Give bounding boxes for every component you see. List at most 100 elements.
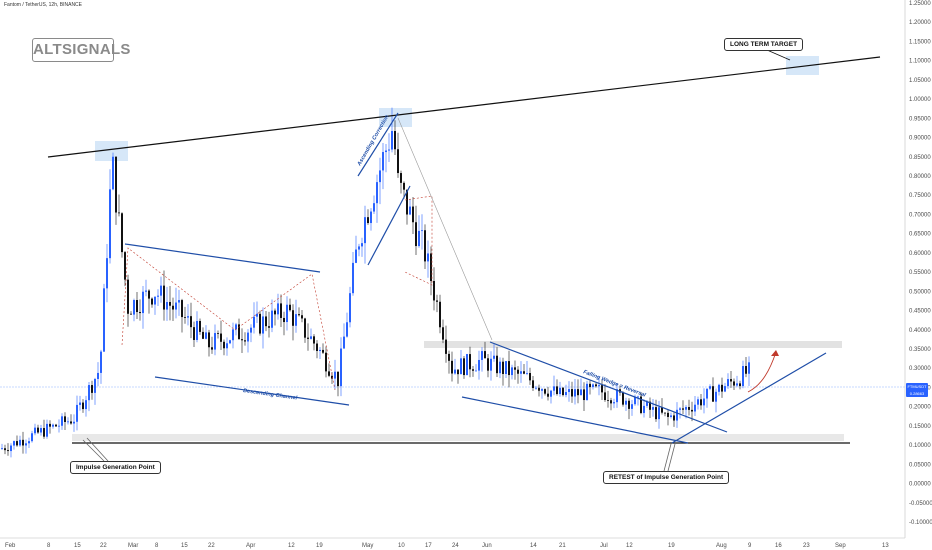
candle-body — [151, 299, 153, 305]
candle-body — [682, 408, 684, 409]
candle-body — [55, 425, 57, 427]
candle-body — [124, 252, 126, 280]
candle-body — [508, 361, 510, 375]
candle-body — [397, 149, 399, 173]
candle-body — [202, 332, 204, 339]
candle-body — [178, 300, 180, 302]
candle-body — [118, 213, 120, 214]
candle-body — [724, 386, 726, 391]
candle-body — [220, 334, 222, 342]
retest-callout-line-2 — [668, 444, 675, 471]
candle-body — [76, 405, 78, 422]
candle-body — [625, 401, 627, 405]
candle-body — [199, 321, 201, 332]
candle-body — [226, 343, 228, 348]
candle-body — [436, 300, 438, 301]
candle-body — [475, 371, 477, 372]
candle-body — [412, 207, 414, 223]
candle-body — [247, 333, 249, 342]
candle-body — [37, 428, 39, 433]
candle-body — [40, 428, 42, 432]
candle-body — [517, 370, 519, 374]
candle-body — [379, 170, 381, 182]
x-tick-label: 15 — [181, 543, 188, 549]
candle-body — [514, 367, 516, 369]
ascending-correction-label: Ascending Correction — [356, 114, 391, 168]
candle-body — [571, 389, 573, 396]
candle-body — [385, 151, 387, 152]
candle-body — [208, 332, 210, 347]
y-tick-label: 0.55000 — [909, 270, 931, 276]
candle-body — [529, 373, 531, 380]
candle-body — [568, 389, 570, 392]
candle-body — [64, 416, 66, 422]
candle-body — [355, 250, 357, 263]
impulse-callout-line — [87, 438, 108, 461]
long-term-resistance-line — [48, 57, 880, 157]
candle-body — [541, 389, 543, 391]
candle-body — [364, 217, 366, 243]
x-tick-label: Sep — [835, 543, 846, 549]
candle-body — [358, 246, 360, 249]
candle-body — [127, 280, 129, 314]
candle-body — [595, 384, 597, 386]
candle-body — [535, 388, 537, 389]
candle-body — [688, 407, 690, 410]
candle-body — [148, 291, 150, 299]
candle-body — [622, 393, 624, 405]
price-tag-symbol: FTMUSDT — [906, 383, 928, 390]
candle-body — [409, 207, 411, 215]
y-tick-label: 0.35000 — [909, 347, 931, 353]
candle-body — [271, 311, 273, 328]
candle-body — [706, 389, 708, 399]
candle-body — [154, 297, 156, 305]
candle-body — [439, 302, 441, 328]
candle-body — [457, 370, 459, 375]
candle-body — [418, 231, 420, 246]
candle-body — [4, 448, 6, 450]
impulse-generation-label: Impulse Generation Point — [70, 461, 161, 474]
x-tick-label: 12 — [288, 543, 295, 549]
candle-body — [391, 131, 393, 150]
x-tick-label: 19 — [668, 543, 675, 549]
candle-body — [31, 433, 33, 441]
candle-body — [493, 356, 495, 359]
candle-body — [280, 303, 282, 318]
x-tick-label: 22 — [100, 543, 107, 549]
y-tick-label: 1.25000 — [909, 1, 931, 7]
candle-body — [58, 426, 60, 427]
candle-body — [742, 366, 744, 386]
candle-body — [739, 383, 741, 386]
x-tick-label: 12 — [626, 543, 633, 549]
candle-body — [7, 450, 9, 451]
candle-body — [235, 324, 237, 329]
long-term-target-label: LONG TERM TARGET — [724, 38, 803, 51]
candle-body — [211, 347, 213, 349]
candle-body — [346, 322, 348, 336]
candle-body — [352, 263, 354, 293]
retest-callout-line — [664, 444, 671, 471]
candle-body — [667, 413, 669, 417]
candle-body — [142, 292, 144, 313]
candle-body — [46, 424, 48, 437]
candle-body — [652, 407, 654, 410]
x-tick-label: 9 — [748, 543, 752, 549]
candle-body — [136, 300, 138, 312]
candle-body — [400, 173, 402, 183]
candle-body — [487, 358, 489, 370]
candle-body — [679, 408, 681, 409]
candle-body — [160, 286, 162, 296]
candle-body — [112, 157, 114, 190]
candle-body — [100, 352, 102, 373]
candle-body — [601, 385, 603, 392]
candle-body — [556, 386, 558, 394]
candle-body — [745, 366, 747, 374]
candle-body — [244, 340, 246, 341]
candle-body — [589, 384, 591, 387]
candle-body — [703, 399, 705, 406]
y-tick-label: 0.70000 — [909, 212, 931, 218]
candle-body — [496, 356, 498, 373]
candle-body — [163, 286, 165, 310]
candle-body — [184, 317, 186, 318]
candle-body — [427, 253, 429, 261]
